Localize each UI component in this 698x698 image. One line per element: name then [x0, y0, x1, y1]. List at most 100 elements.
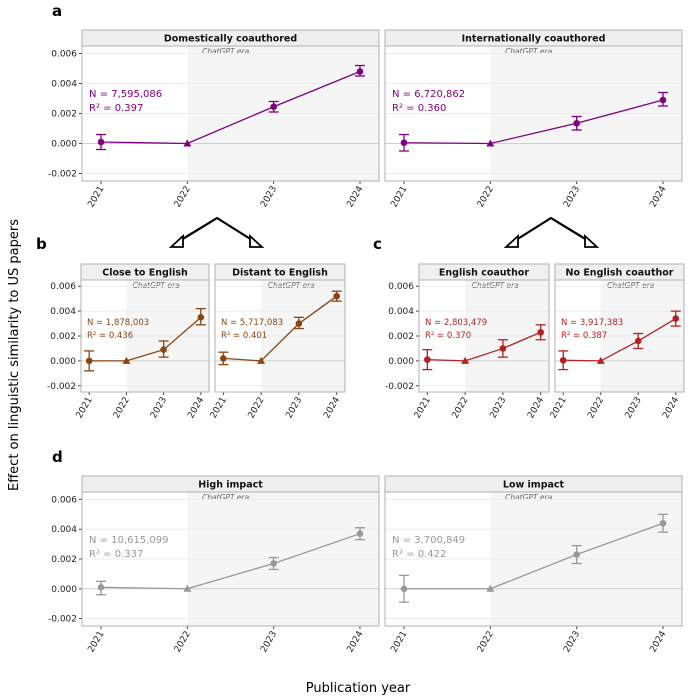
y-tick-label: 0.006	[51, 495, 77, 505]
panel-border	[384, 491, 683, 627]
y-tick-label: 0.006	[51, 50, 77, 60]
data-point	[97, 583, 105, 591]
x-tick-label: 2022	[173, 630, 193, 655]
x-tick-label: 2021	[389, 630, 409, 655]
series-line	[563, 318, 677, 362]
data-point	[197, 314, 205, 321]
reference-marker	[596, 356, 605, 364]
y-tick-label: -0.002	[48, 170, 77, 180]
x-tick-label: 2024	[648, 629, 668, 654]
x-tick-label: 2022	[247, 396, 267, 421]
chart-panel-5: English coauthor ChatGPT era -0.002 0.000 0.…	[385, 263, 550, 421]
y-tick-label: -0.002	[48, 615, 77, 625]
series-line	[404, 522, 664, 590]
reference-marker	[257, 356, 266, 364]
series-line	[100, 70, 361, 145]
x-tick-label: 2024	[526, 395, 546, 420]
panel-title: Internationally coauthored	[462, 34, 606, 45]
data-point	[400, 585, 408, 593]
data-point	[220, 355, 227, 362]
x-tick-label: 2023	[149, 396, 169, 421]
y-tick-label: 0.004	[51, 525, 77, 535]
x-tick-label: 2024	[648, 184, 668, 209]
chart-panel-4: Distant to English ChatGPT era 2021 2022 202…	[209, 263, 346, 421]
reference-marker	[486, 139, 495, 147]
data-point	[659, 96, 667, 104]
sample-size-label: N = 6,720,862	[392, 89, 465, 100]
data-point	[499, 345, 507, 352]
x-tick-label: 2024	[186, 395, 206, 420]
reference-marker	[183, 584, 192, 592]
x-tick-label: 2022	[173, 185, 193, 210]
sample-size-label: N = 7,595,086	[89, 89, 162, 100]
data-point	[270, 560, 277, 567]
reference-marker	[183, 139, 192, 147]
chart-panel-1: Domestically coauthored ChatGPT era -0.002…	[48, 29, 380, 210]
y-tick-label: 0.002	[388, 332, 414, 342]
panel-border	[418, 279, 550, 393]
era-label: ChatGPT era	[505, 493, 553, 502]
panel-letter-d: d	[52, 448, 63, 466]
y-tick-label: -0.002	[47, 382, 76, 392]
data-point	[295, 320, 303, 327]
x-tick-label: 2023	[624, 396, 644, 421]
x-tick-label: 2021	[86, 185, 106, 210]
x-tick-label: 2021	[549, 396, 569, 421]
data-point	[573, 119, 580, 127]
data-point	[356, 68, 364, 75]
data-point	[333, 292, 340, 300]
data-point	[537, 328, 544, 336]
x-tick-label: 2024	[345, 629, 365, 654]
x-tick-label: 2023	[562, 185, 582, 210]
r-squared-label: R² = 0.337	[89, 549, 143, 560]
y-tick-label: 0.000	[51, 585, 77, 595]
y-tick-label: 0.004	[51, 80, 77, 90]
sample-size-label: N = 3,700,849	[392, 535, 465, 546]
r-squared-label: R² = 0.370	[425, 331, 471, 341]
panel-border	[554, 279, 685, 393]
data-point	[659, 519, 667, 527]
era-label: ChatGPT era	[202, 493, 250, 502]
x-tick-label: 2021	[75, 396, 95, 421]
y-tick-label: -0.002	[385, 382, 414, 392]
r-squared-label: R² = 0.436	[87, 331, 133, 341]
x-tick-label: 2024	[661, 395, 681, 420]
y-tick-label: 0.000	[388, 357, 414, 367]
panel-border	[81, 45, 380, 182]
panel-letter-a: a	[52, 2, 62, 20]
y-axis-title: Effect on linguistic similarity to US pa…	[7, 219, 22, 491]
data-point	[424, 356, 431, 363]
chart-panel-7: High impact ChatGPT era -0.002 0.000 0.002 0.…	[48, 475, 380, 655]
era-label: ChatGPT era	[268, 281, 316, 290]
x-tick-label: 2023	[488, 395, 508, 420]
chart-panel-6: No English coauthor ChatGPT era 2021 2022 20…	[549, 263, 685, 421]
sample-size-label: N = 3,917,383	[561, 318, 623, 328]
data-point	[85, 357, 93, 365]
y-tick-label: 0.002	[51, 110, 77, 120]
chart-panel-3: Close to English ChatGPT era -0.002 0.000 0.…	[47, 263, 210, 421]
data-point	[97, 138, 105, 146]
x-tick-label: 2023	[562, 630, 582, 655]
r-squared-label: R² = 0.397	[89, 103, 143, 114]
x-tick-label: 2021	[389, 185, 409, 210]
sample-size-label: N = 2,803,479	[425, 318, 487, 328]
panel-border	[214, 279, 346, 393]
x-tick-label: 2022	[586, 396, 606, 421]
era-label: ChatGPT era	[202, 47, 250, 56]
chart-panel-8: Low impact ChatGPT era 2021 2022 2023 2024 N =…	[384, 475, 683, 655]
series-line	[223, 295, 338, 362]
x-tick-label: 2024	[322, 395, 342, 420]
data-point	[634, 337, 642, 345]
panel-title: Low impact	[503, 480, 565, 491]
r-squared-label: R² = 0.401	[221, 331, 267, 341]
x-tick-label: 2023	[259, 630, 279, 655]
era-label: ChatGPT era	[607, 281, 655, 290]
sample-size-label: N = 1,878,003	[87, 318, 149, 328]
panel-letter-b: b	[36, 235, 47, 253]
panel-title: Domestically coauthored	[164, 34, 297, 45]
x-tick-label: 2021	[413, 396, 433, 421]
r-squared-label: R² = 0.360	[392, 103, 446, 114]
panel-title: Distant to English	[232, 268, 328, 279]
series-line	[404, 99, 664, 145]
y-tick-label: 0.004	[50, 307, 76, 317]
